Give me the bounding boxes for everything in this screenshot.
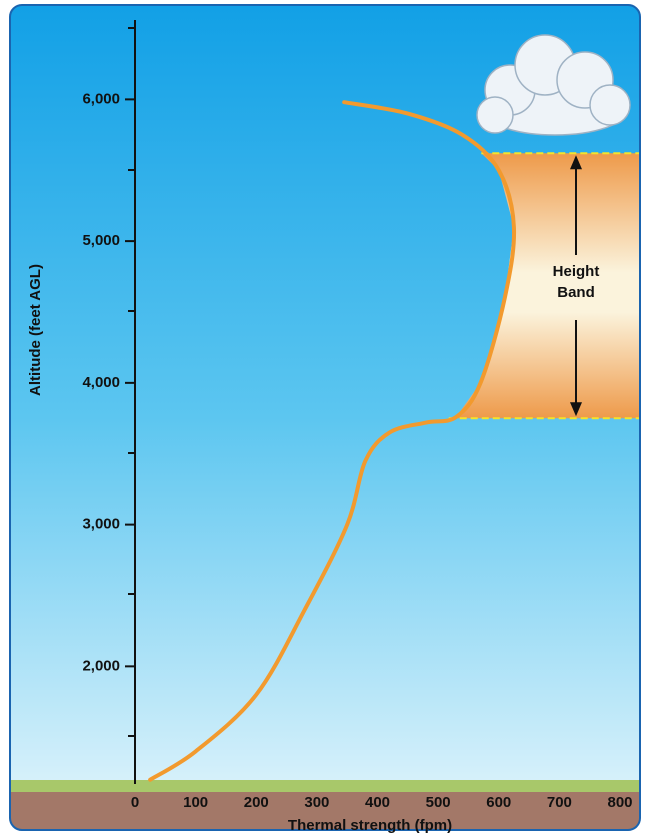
y-tick-label: 6,000: [82, 90, 120, 107]
arrow-head: [570, 402, 582, 417]
frame: [9, 4, 641, 831]
y-tick-label: 2,000: [82, 657, 120, 674]
x-tick-label: 700: [547, 794, 572, 811]
y-axis-label: Altitude (feet AGL): [27, 264, 44, 396]
thermal-line: [148, 100, 517, 782]
cloud: [476, 34, 631, 136]
y-tick-label: 3,000: [82, 516, 120, 533]
grass: [10, 780, 640, 792]
y-tick-label: 4,000: [82, 374, 120, 391]
arrow-head: [570, 155, 582, 170]
x-tick-label: 500: [426, 794, 451, 811]
x-tick-label: 200: [244, 794, 269, 811]
x-tick-label: 100: [183, 794, 208, 811]
annotation: Height Band: [553, 263, 600, 301]
x-tick-label: 800: [607, 794, 632, 811]
x-tick-label: 300: [304, 794, 329, 811]
height-band: [448, 153, 640, 419]
x-axis-label: Thermal strength (fpm): [288, 817, 452, 834]
y-tick-label: 5,000: [82, 232, 120, 249]
x-tick-label: 400: [365, 794, 390, 811]
ground: [10, 792, 640, 830]
x-tick-label: 600: [486, 794, 511, 811]
x-tick-label: 0: [131, 794, 139, 811]
